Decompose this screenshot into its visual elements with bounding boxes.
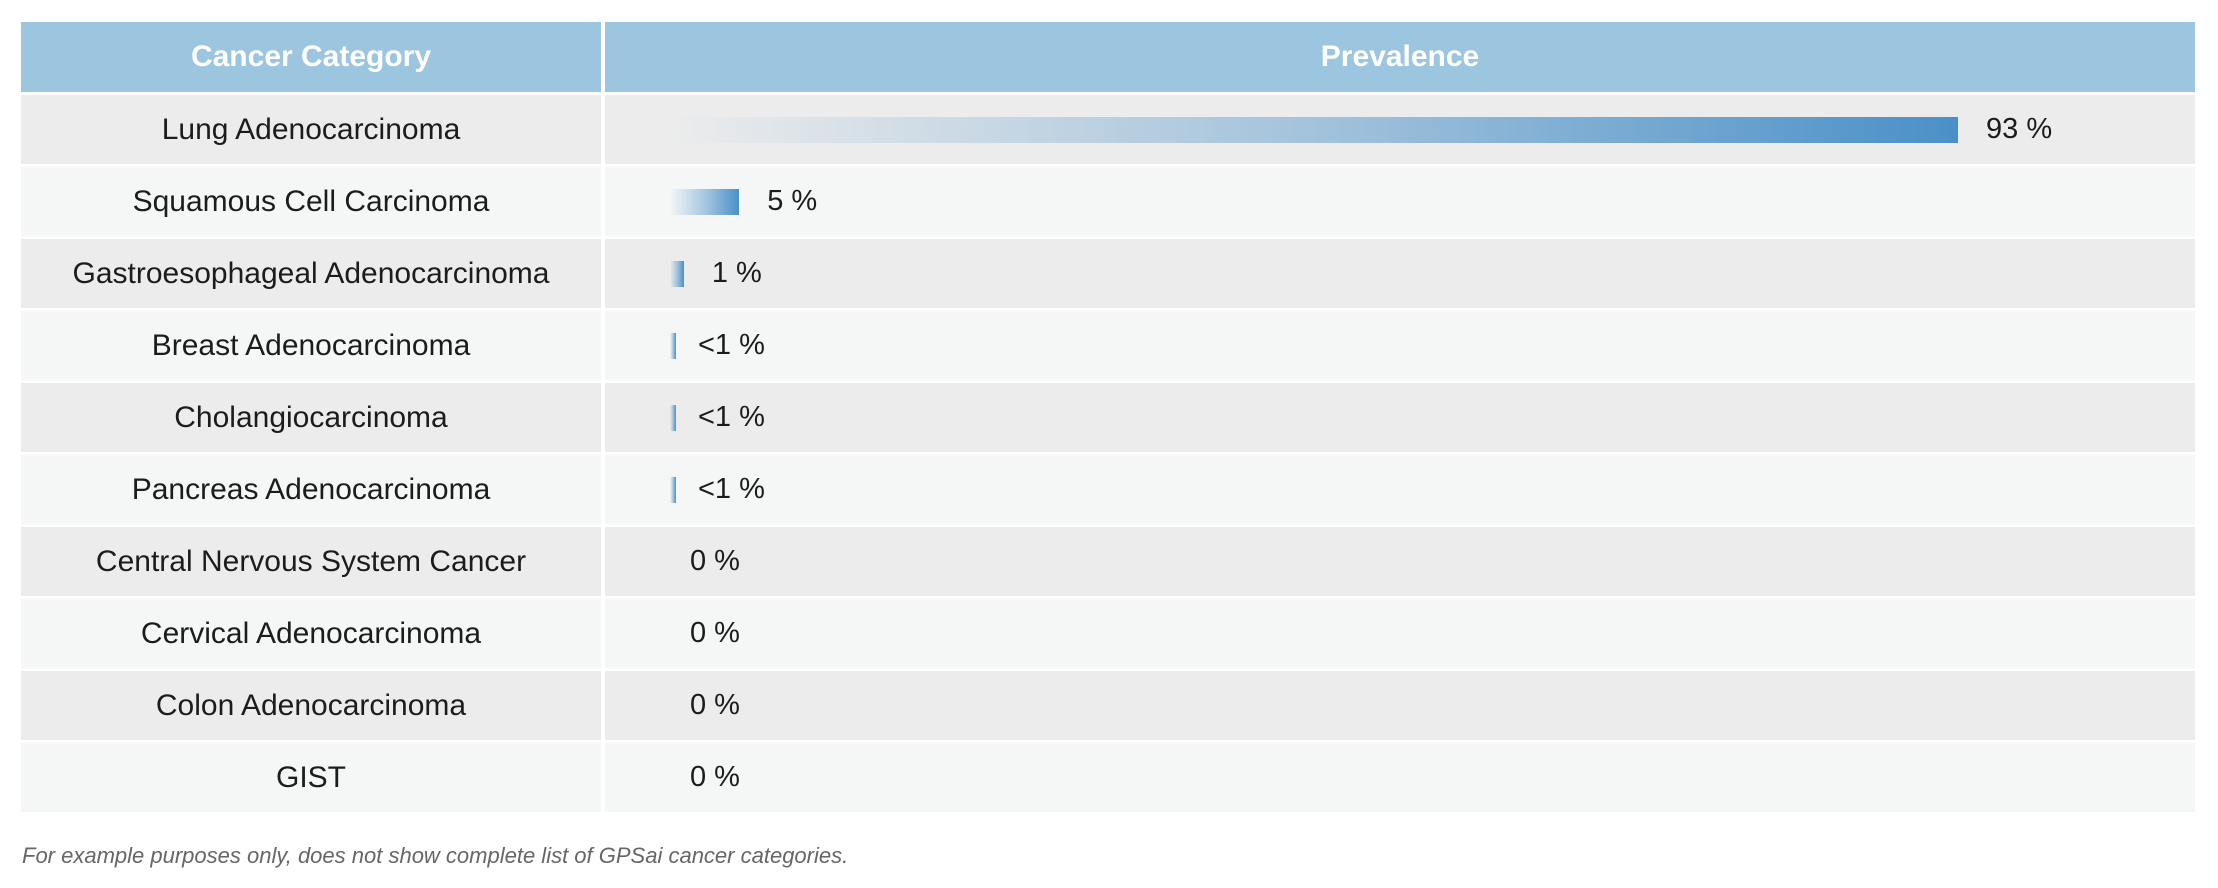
prevalence-bar <box>670 117 1959 143</box>
prevalence-value: 0 % <box>690 689 740 721</box>
category-label: Pancreas Adenocarcinoma <box>21 455 601 524</box>
prevalence-value: 0 % <box>690 617 740 649</box>
category-label: Squamous Cell Carcinoma <box>21 167 601 236</box>
prevalence-value: 1 % <box>711 257 762 289</box>
prevalence-value: 0 % <box>690 545 740 577</box>
prevalence-cell: 0 % <box>605 743 2195 812</box>
prevalence-cell: 5 % <box>605 167 2195 236</box>
category-label: Colon Adenocarcinoma <box>21 671 601 740</box>
category-label: Gastroesophageal Adenocarcinoma <box>21 239 601 308</box>
header-prevalence: Prevalence <box>605 22 2195 92</box>
category-label: Lung Adenocarcinoma <box>21 95 601 164</box>
prevalence-cell: 0 % <box>605 599 2195 668</box>
category-label: Cholangiocarcinoma <box>21 383 601 452</box>
prevalence-cell: 0 % <box>605 671 2195 740</box>
category-label: Cervical Adenocarcinoma <box>21 599 601 668</box>
table-row: Pancreas Adenocarcinoma <1 % <box>21 455 2195 524</box>
prevalence-cell: <1 % <box>605 383 2195 452</box>
table-row: GIST 0 % <box>21 743 2195 812</box>
category-label: GIST <box>21 743 601 812</box>
prevalence-bar <box>670 477 676 503</box>
prevalence-bar <box>670 261 684 287</box>
prevalence-cell: 1 % <box>605 239 2195 308</box>
prevalence-cell: 0 % <box>605 527 2195 596</box>
table-row: Gastroesophageal Adenocarcinoma 1 % <box>21 239 2195 308</box>
prevalence-table: Cancer Category Prevalence Lung Adenocar… <box>21 22 2195 812</box>
table-row: Cholangiocarcinoma <1 % <box>21 383 2195 452</box>
prevalence-cell: <1 % <box>605 311 2195 380</box>
prevalence-value: 93 % <box>1986 113 2053 145</box>
table-row: Breast Adenocarcinoma <1 % <box>21 311 2195 380</box>
table-header: Cancer Category Prevalence <box>21 22 2195 92</box>
prevalence-value: 5 % <box>767 185 818 217</box>
category-label: Central Nervous System Cancer <box>21 527 601 596</box>
table-row: Colon Adenocarcinoma 0 % <box>21 671 2195 740</box>
prevalence-bar <box>670 189 740 215</box>
category-label: Breast Adenocarcinoma <box>21 311 601 380</box>
prevalence-value: <1 % <box>698 329 765 361</box>
table-row: Central Nervous System Cancer 0 % <box>21 527 2195 596</box>
prevalence-cell: <1 % <box>605 455 2195 524</box>
header-cancer-category: Cancer Category <box>21 22 601 92</box>
prevalence-bar <box>670 405 676 431</box>
table-row: Lung Adenocarcinoma 93 % <box>21 95 2195 164</box>
prevalence-bar <box>670 333 676 359</box>
table-row: Cervical Adenocarcinoma 0 % <box>21 599 2195 668</box>
prevalence-cell: 93 % <box>605 95 2195 164</box>
footnote: For example purposes only, does not show… <box>22 843 849 868</box>
table-row: Squamous Cell Carcinoma 5 % <box>21 167 2195 236</box>
prevalence-value: 0 % <box>690 761 740 793</box>
prevalence-value: <1 % <box>698 401 765 433</box>
prevalence-value: <1 % <box>698 473 765 505</box>
table-body: Lung Adenocarcinoma 93 % Squamous Cell Car… <box>21 95 2195 812</box>
